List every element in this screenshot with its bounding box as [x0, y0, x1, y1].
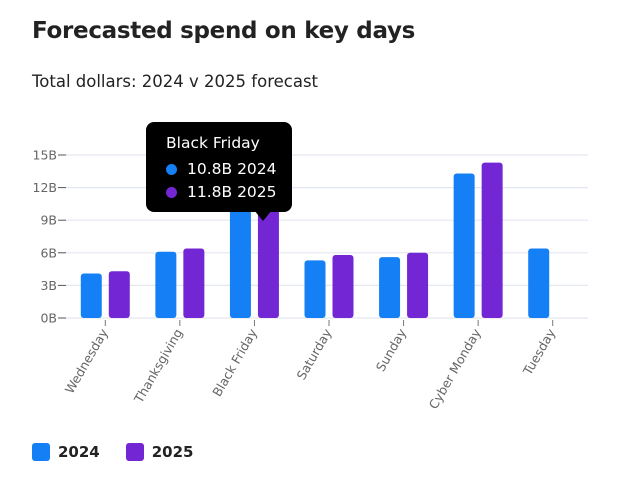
y-tick-label: 0B [40, 311, 57, 326]
y-tick-label: 9B [40, 213, 57, 228]
x-tick-label: Tuesday [519, 325, 558, 378]
x-tick-label: Cyber Monday [426, 325, 484, 411]
legend-label-2025: 2025 [151, 443, 194, 461]
x-tick-label: Sunday [373, 325, 410, 374]
tooltip-title: Black Friday [166, 134, 260, 152]
chart-subtitle: Total dollars: 2024 v 2025 forecast [32, 72, 319, 91]
x-tick-label: Wednesday [62, 325, 111, 396]
tooltip: Black Friday 10.8B 2024 11.8B 2025 [146, 122, 292, 221]
legend-swatch-2024 [32, 443, 50, 461]
bar-2025-sunday [407, 252, 429, 318]
y-tick-label: 15B [33, 148, 57, 163]
bar-2024-wednesday [80, 273, 102, 318]
bar-2024-sunday [379, 257, 401, 318]
tooltip-pointer [254, 210, 272, 221]
y-tick-label: 3B [40, 278, 57, 293]
bar-2024-thanksgiving [155, 251, 177, 318]
legend-label-2024: 2024 [58, 443, 100, 461]
bar-2025-black-friday [257, 189, 279, 318]
y-tick-label: 12B [33, 180, 57, 195]
tooltip-row-2024: 10.8B 2024 [166, 160, 277, 178]
y-tick-label: 6B [40, 245, 57, 260]
bar-2025-thanksgiving [183, 248, 205, 318]
x-tick-label: Black Friday [209, 325, 260, 399]
bar-2024-saturday [304, 260, 326, 318]
x-tick-label: Thanksgiving [130, 326, 185, 406]
series-2025-dot-icon [166, 186, 177, 198]
bar-2025-saturday [332, 254, 354, 318]
series-2024-dot-icon [166, 163, 177, 175]
bar-2025-cyber-monday [481, 162, 503, 318]
legend-swatch-2025 [125, 443, 144, 461]
legend-item-2024[interactable]: 2024 [32, 443, 100, 461]
chart-title: Forecasted spend on key days [32, 18, 416, 44]
bar-2024-cyber-monday [453, 173, 475, 318]
bar-2024-tuesday [528, 248, 550, 318]
x-tick-label: Saturday [293, 325, 334, 382]
legend-item-2025[interactable]: 2025 [125, 443, 194, 461]
tooltip-row-2025: 11.8B 2025 [166, 183, 277, 201]
tooltip-value-2024: 10.8B 2024 [187, 160, 277, 178]
tooltip-value-2025: 11.8B 2025 [187, 183, 277, 201]
bar-2025-wednesday [108, 271, 130, 318]
bar-2024-black-friday [229, 200, 251, 318]
legend: 2024 2025 [32, 443, 220, 461]
